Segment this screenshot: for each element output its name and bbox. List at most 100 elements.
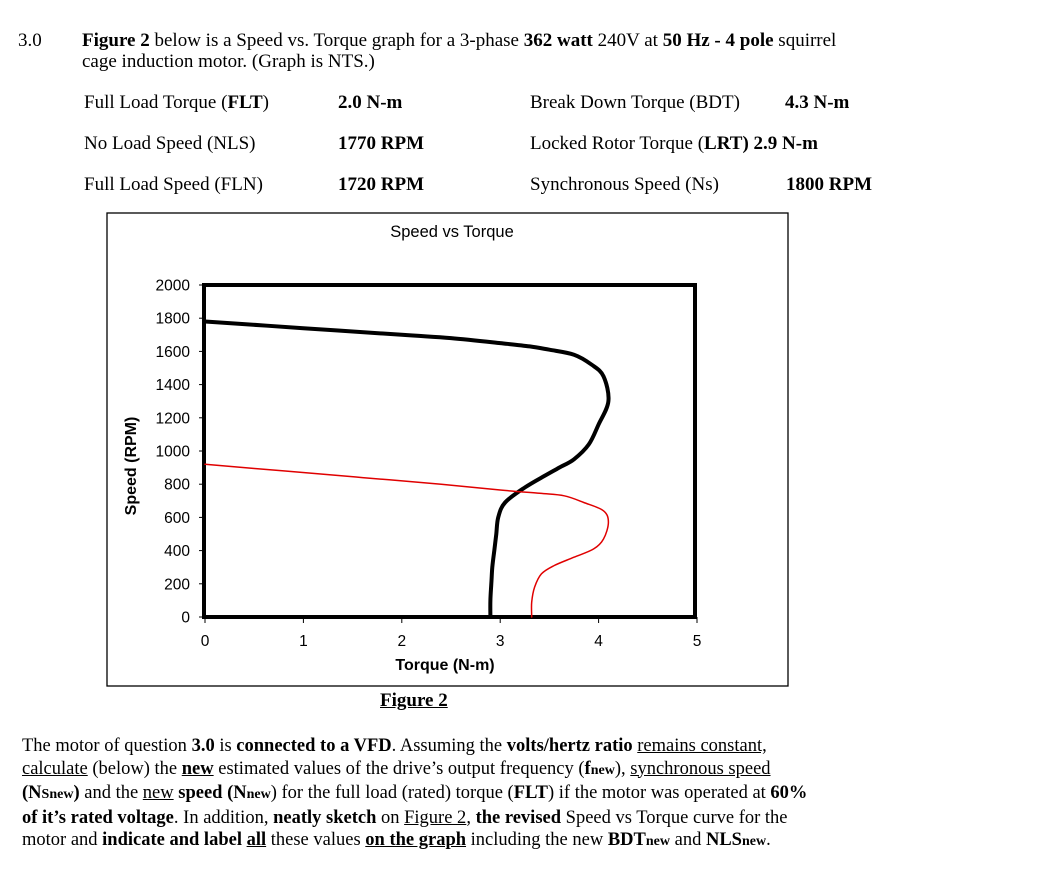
txt-bold: FLT	[513, 783, 548, 803]
y-tick-label: 600	[164, 510, 190, 527]
q-text: below is a Speed vs. Torque graph for a …	[149, 30, 524, 51]
x-tick-label: 0	[201, 633, 210, 650]
series-group	[203, 319, 611, 619]
x-tick-label: 1	[299, 633, 308, 650]
txt-sub: Snew	[41, 787, 74, 802]
y-tick-label: 1600	[156, 344, 191, 361]
txt-sub: new	[246, 787, 271, 802]
spec-bdt-value: 4.3 N-m	[785, 92, 850, 113]
spec-nls-label: No Load Speed (NLS)	[84, 133, 256, 154]
txt-bold: speed	[178, 783, 223, 803]
txt: is	[214, 736, 237, 756]
spec-fln-value: 1720 RPM	[338, 174, 425, 195]
txt: these values	[266, 830, 366, 850]
txt-sub: new	[645, 834, 671, 849]
txt-bold: NLS	[705, 830, 742, 850]
flt-abbr: FLT	[227, 92, 263, 113]
txt-bold: f	[584, 758, 591, 779]
x-tick-label: 5	[693, 633, 702, 650]
x-tick-label: 3	[496, 633, 505, 650]
y-tick-label: 1800	[156, 311, 191, 328]
txt-underline: remains constant,	[637, 736, 767, 756]
watt-rating: 362 watt	[523, 30, 593, 51]
txt-bold: indicate and label	[102, 830, 247, 850]
y-tick-label: 1000	[156, 444, 191, 461]
spec-flt-label: Full Load Torque (FLT)	[84, 92, 269, 113]
y-tick-label: 800	[164, 477, 190, 494]
txt-bold: the revised	[475, 807, 562, 828]
para-line-2: calculate (below) the new estimated valu…	[22, 758, 922, 783]
para-line-5: motor and indicate and label all these v…	[22, 829, 922, 854]
txt-underline: synchronous speed	[630, 758, 771, 779]
txt-sub: new	[590, 762, 615, 778]
txt: motor and	[22, 830, 103, 850]
txt-bold: 60%	[770, 783, 808, 803]
freq-pole: 50 Hz - 4 pole	[662, 30, 774, 51]
txt: .	[766, 830, 771, 850]
txt-bold-underline: all	[246, 830, 267, 850]
q-text: 240V at	[592, 30, 663, 51]
txt: on	[376, 807, 405, 828]
spec-fln-label: Full Load Speed (FLN)	[84, 174, 263, 195]
txt-bold: volts/hertz ratio	[506, 736, 633, 756]
txt-bold: BDT	[607, 830, 646, 850]
txt-bold: (N	[22, 783, 42, 803]
axes: 0 200 400 600 800 1000 1200 1400 1600 1800 2000 0 1 2…	[156, 278, 702, 651]
figure-ref: Figure 2	[82, 30, 150, 51]
txt: ) for the full load (rated) torque (	[270, 783, 514, 803]
lrt-abbr: LRT	[704, 133, 743, 154]
y-tick-label: 2000	[156, 278, 191, 295]
txt: ) if the motor was operated at	[547, 783, 771, 803]
y-tick-label: 400	[164, 543, 190, 560]
x-tick-label: 4	[594, 633, 603, 650]
chart-title: Speed vs Torque	[390, 223, 514, 241]
txt: including the new	[466, 830, 608, 850]
txt-bold: of it’s rated voltage	[22, 807, 174, 828]
chart-frame	[106, 212, 789, 687]
txt: ),	[614, 758, 631, 779]
txt: and	[670, 830, 706, 850]
txt: (below) the	[87, 758, 182, 779]
flt-label-text: Full Load Torque (	[84, 92, 228, 113]
y-tick-label: 1400	[156, 377, 191, 394]
spec-ns-label: Synchronous Speed (Ns)	[530, 174, 719, 195]
para-line-4: of it’s rated voltage. In addition, neat…	[22, 807, 922, 830]
lrt-label-text: Locked Rotor Torque (	[530, 133, 705, 154]
txt-sub: new	[741, 834, 767, 849]
spec-bdt-label: Break Down Torque (BDT)	[530, 92, 740, 113]
txt: estimated values of the drive’s output f…	[213, 758, 585, 779]
txt-bold: 3.0	[191, 736, 215, 756]
question-line-2: cage induction motor. (Graph is NTS.)	[82, 51, 375, 72]
txt: The motor of question	[22, 736, 192, 756]
lrt-value: ) 2.9 N-m	[742, 133, 818, 154]
txt-bold: connected to a VFD	[236, 736, 392, 756]
spec-ns-value: 1800 RPM	[786, 174, 873, 195]
para-line-1: The motor of question 3.0 is connected t…	[22, 735, 922, 758]
question-number: 3.0	[18, 30, 42, 51]
txt-bold-underline: on the graph	[365, 830, 467, 850]
txt-underline: calculate	[22, 758, 88, 779]
txt-bold: neatly sketch	[273, 807, 377, 828]
instructions-paragraph: The motor of question 3.0 is connected t…	[22, 735, 922, 854]
spec-flt-value: 2.0 N-m	[338, 92, 403, 113]
x-axis-label: Torque (N-m)	[395, 657, 494, 674]
y-tick-label: 200	[164, 576, 190, 593]
series-line-revised	[204, 463, 610, 618]
txt: and the	[79, 783, 143, 803]
series-line-original	[203, 319, 611, 619]
txt: Speed vs Torque curve for the	[561, 807, 788, 828]
y-axis-label: Speed (RPM)	[123, 417, 140, 516]
txt-bold: (N	[222, 783, 247, 803]
txt-underline: new	[142, 783, 174, 803]
x-tick-label: 2	[397, 633, 406, 650]
y-tick-label: 1200	[156, 410, 191, 427]
figure-caption: Figure 2	[380, 690, 448, 711]
q-text: squirrel	[773, 30, 837, 51]
txt: . Assuming the	[391, 736, 507, 756]
question-line-1: Figure 2 below is a Speed vs. Torque gra…	[82, 31, 836, 51]
y-tick-label: 0	[181, 610, 190, 627]
txt-bold-underline: new	[181, 758, 214, 779]
txt-bold: )	[73, 783, 80, 803]
spec-lrt-label: Locked Rotor Torque (LRT) 2.9 N-m	[530, 133, 818, 155]
